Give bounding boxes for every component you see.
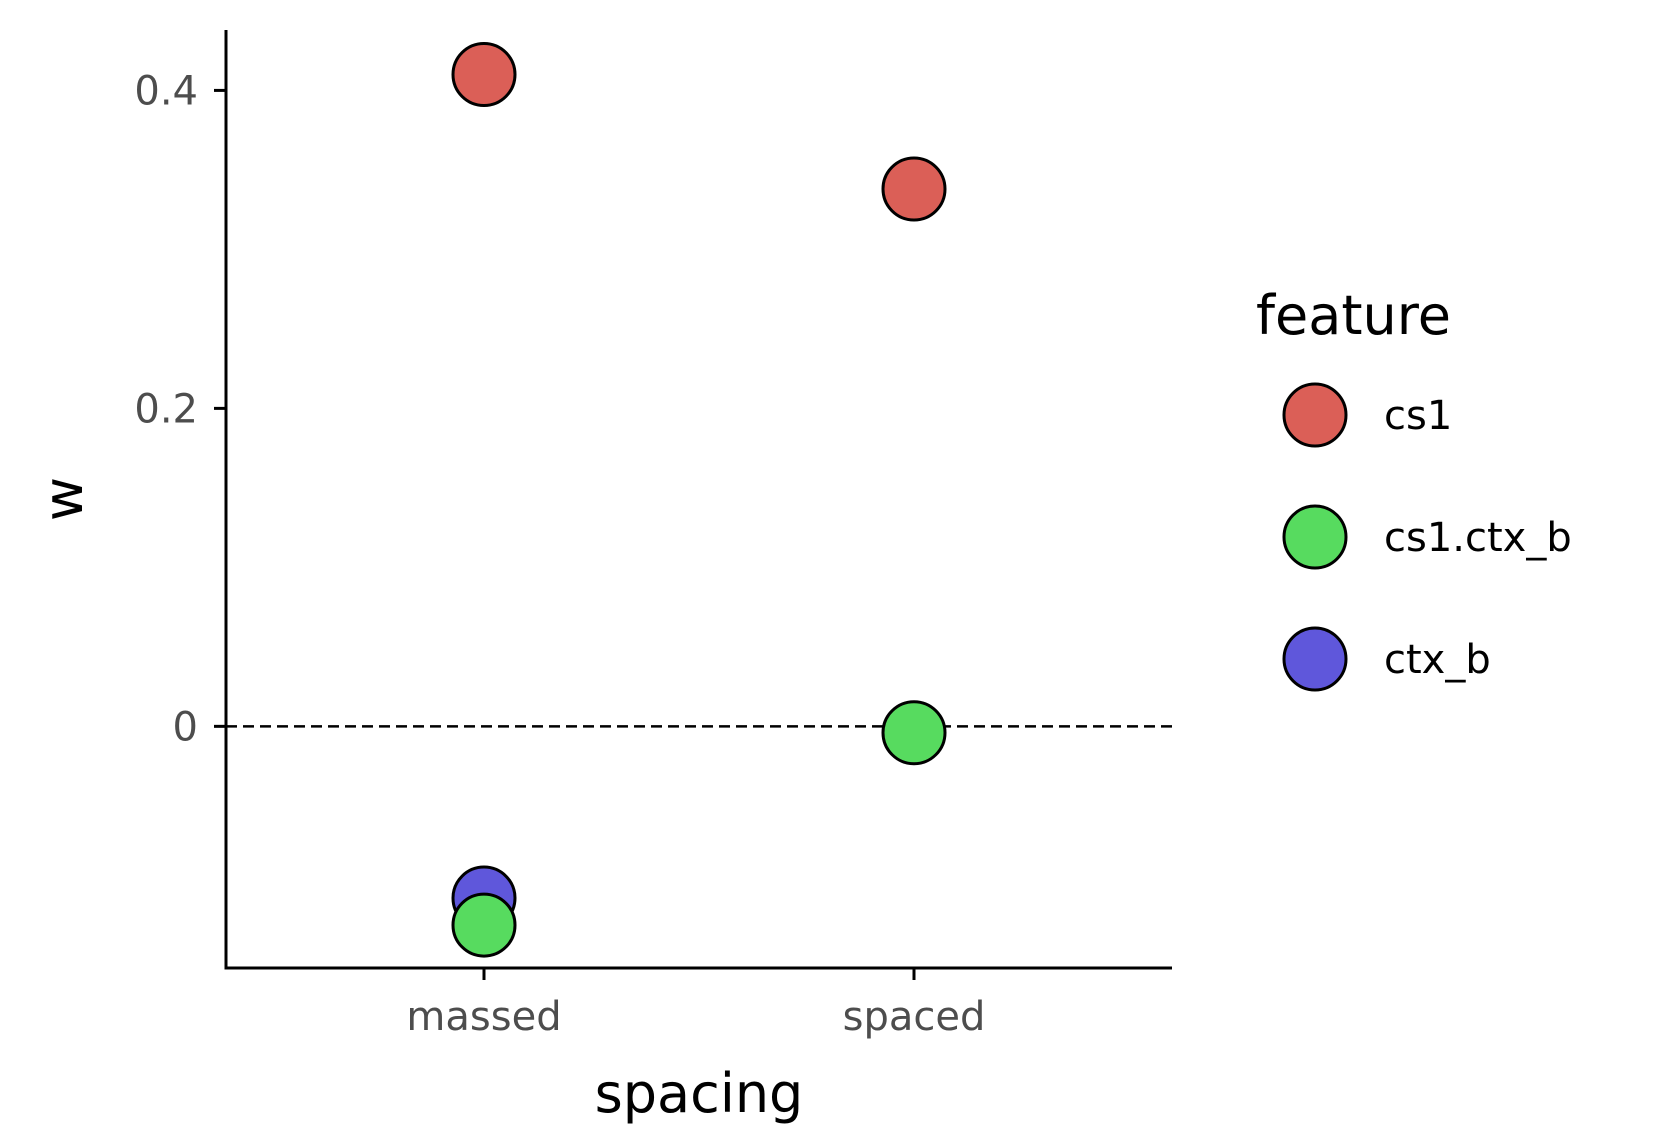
legend-label-cs1: cs1 [1384,393,1452,439]
y-tick-label: 0.4 [134,68,198,114]
point-cs1-ctx-b-spaced [881,700,947,766]
x-axis-title: spacing [595,1062,804,1125]
point-cs1-ctx-b-massed [451,892,517,958]
x-tick-label: massed [406,994,561,1040]
y-axis-title: w [32,477,95,521]
point-cs1-spaced [881,156,947,222]
legend-key-cs1 [1282,382,1348,448]
plot-area [226,42,1172,958]
point-cs1-massed [451,42,517,108]
legend-title: feature [1256,284,1451,347]
legend: feature cs1 cs1.ctx_b ctx_b [1256,284,1572,692]
axes: 0 0.2 0.4 massed spaced [134,30,1172,1040]
legend-label-ctx-b: ctx_b [1384,637,1491,683]
legend-label-cs1-ctx-b: cs1.ctx_b [1384,515,1572,561]
y-tick-label: 0 [173,704,198,750]
legend-key-ctx-b [1282,626,1348,692]
x-tick-label: spaced [843,994,986,1040]
legend-key-cs1-ctx-b [1282,504,1348,570]
y-tick-label: 0.2 [134,386,198,432]
